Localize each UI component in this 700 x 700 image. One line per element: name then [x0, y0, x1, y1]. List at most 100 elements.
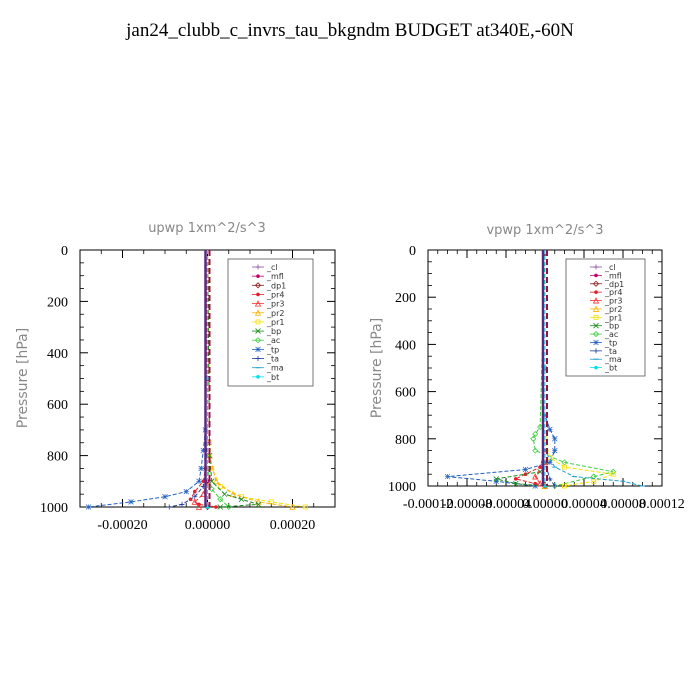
y-tick-label: 400 [395, 338, 416, 353]
marker-_ta [552, 483, 558, 489]
series-line-_pr4 [514, 250, 546, 487]
marker-_pr4 [594, 290, 598, 294]
marker-_pr2 [254, 309, 262, 316]
marker-_cl [593, 264, 599, 270]
marker-_pr3 [536, 480, 544, 487]
marker-_cl [255, 264, 261, 270]
y-tick-label: 200 [47, 295, 68, 310]
marker-_tp [552, 436, 558, 442]
series-_bp [206, 249, 262, 510]
marker-_pr2 [592, 305, 600, 312]
marker-_tp [85, 504, 92, 510]
x-tick-label: -0.00004 [481, 497, 531, 512]
marker-_bp [255, 501, 262, 508]
legend-entry-label: _bp [266, 327, 281, 336]
x-tick-label: -0.00012 [403, 497, 453, 512]
y-tick-label: 0 [409, 244, 416, 259]
marker-_bp [512, 480, 519, 487]
x-tick-label: 0.00004 [561, 497, 607, 512]
legend-entry-label: _dp1 [266, 281, 286, 290]
legend-entry-label: _pr2 [266, 309, 284, 318]
marker-_ta [255, 356, 261, 362]
marker-_ta [192, 494, 198, 500]
marker-_ac [254, 337, 262, 344]
marker-_ac [532, 431, 539, 438]
legend-entry-label: _tp [266, 345, 279, 354]
marker-_dp1 [254, 282, 262, 289]
page-title: jan24_clubb_c_invrs_tau_bkgndm BUDGET at… [126, 20, 574, 41]
x-tick-label: -0.00020 [97, 518, 147, 533]
marker-_pr4 [533, 481, 538, 486]
legend-entry-label: _bt [266, 373, 279, 382]
marker-_pr1 [302, 504, 308, 510]
marker-_pr1 [239, 494, 244, 500]
marker-_dp1 [592, 280, 600, 287]
marker-_tp [547, 459, 553, 466]
marker-_pr1 [593, 314, 599, 320]
y-axis-label: Pressure [hPa] [15, 328, 31, 428]
marker-_tp [444, 473, 451, 480]
marker-_pr4 [201, 479, 206, 484]
series-line-_tp [88, 249, 208, 508]
legend-entry-label: _ma [266, 364, 284, 373]
chart-2: 0 200 400 600 800 1000 -0.00012-0.00008-0.0000… [369, 223, 685, 512]
marker-_bp [255, 328, 261, 334]
marker-_pr3 [592, 297, 600, 304]
legend: _cl_mfl_dp1_pr4_pr3_pr2_pr1_bp_ac_tp_ta_… [227, 258, 314, 387]
legend-entry-label: _pr3 [604, 297, 622, 306]
marker-_ac [225, 503, 232, 511]
x-tick-label: 0.00020 [270, 518, 316, 533]
series-_tp [444, 250, 558, 489]
legend-entry-label: _pr3 [266, 300, 284, 309]
marker-_tp [552, 447, 558, 454]
marker-_tp [532, 483, 538, 489]
panel-title: upwp 1xm^2/s^3 [148, 221, 266, 236]
marker-_pr2 [212, 477, 220, 485]
marker-_ta [593, 348, 599, 354]
x-tick-label: 0.00008 [600, 497, 646, 512]
marker-_pr1 [255, 319, 261, 325]
y-tick-label: 0 [61, 244, 68, 259]
marker-_pr1 [610, 471, 616, 477]
x-tick-label: -0.00008 [442, 497, 492, 512]
y-tick-label: 1000 [388, 480, 416, 495]
series-_tp [85, 249, 209, 510]
marker-_bp [238, 496, 245, 503]
marker-_tp [522, 466, 529, 473]
marker-_ac [610, 468, 617, 475]
y-tick-label: 200 [395, 291, 416, 306]
marker-_tp [196, 478, 202, 485]
marker-_pr4 [188, 497, 193, 502]
marker-_tp [200, 447, 206, 454]
marker-_ta [166, 504, 172, 510]
marker-_tp [183, 488, 189, 495]
marker-_pr4 [256, 292, 260, 297]
legend-entry-label: _tp [604, 338, 617, 347]
legend-entry-label: _ta [604, 347, 617, 356]
series-line-_pr3 [194, 250, 208, 508]
legend-box [227, 258, 314, 387]
marker-_ac [532, 447, 539, 454]
marker-_mfl [594, 273, 598, 278]
legend-entry-label: _pr2 [604, 305, 622, 314]
marker-_pr4 [513, 477, 518, 481]
y-tick-label: 600 [395, 386, 416, 401]
marker-_bt [594, 365, 598, 370]
panel-title: vpwp 1xm^2/s^3 [486, 223, 603, 238]
legend-entry-label: _pr1 [604, 313, 622, 322]
marker-_bp [593, 322, 599, 329]
legend-entry-label: _ma [604, 355, 622, 364]
marker-_tp [493, 478, 499, 485]
x-tick-label: 0.00012 [639, 497, 685, 512]
y-tick-label: 400 [47, 347, 68, 362]
marker-_pr1 [591, 478, 597, 484]
x-tick-label: 0.00000 [185, 518, 231, 533]
y-tick-label: 600 [47, 398, 68, 413]
legend-entry-label: _cl [266, 263, 278, 272]
marker-_tp [547, 426, 553, 433]
marker-_pr4 [214, 505, 218, 509]
y-axis-label: Pressure [hPa] [369, 318, 385, 418]
legend-entry-label: _ta [266, 355, 279, 364]
marker-_bp [493, 476, 500, 482]
